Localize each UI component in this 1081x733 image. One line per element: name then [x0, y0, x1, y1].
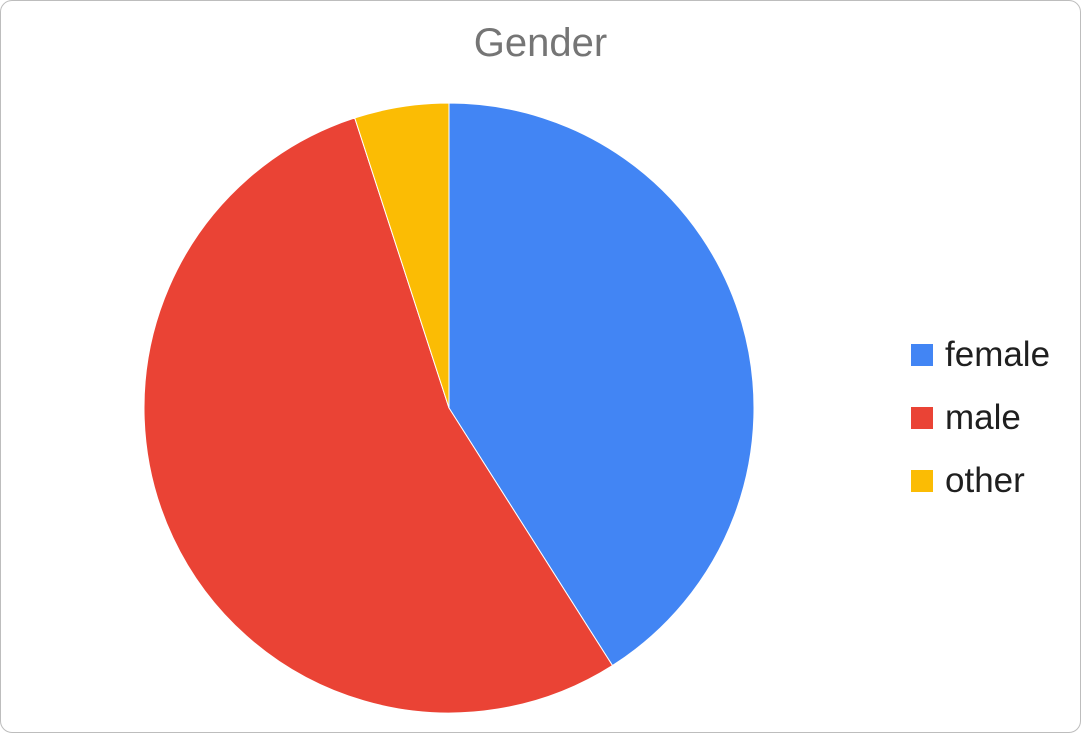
legend-item-female: female: [911, 323, 1050, 386]
legend-swatch: [911, 469, 933, 492]
pie-slice-male: [143, 117, 614, 714]
legend-item-male: male: [911, 386, 1050, 449]
legend: female male other: [911, 323, 1050, 512]
legend-swatch: [911, 343, 933, 366]
legend-label: male: [945, 398, 1021, 437]
chart-title: Gender: [473, 21, 608, 65]
pie-slice-female: [448, 102, 755, 667]
legend-item-other: other: [911, 449, 1050, 512]
pie-slice-other: [354, 102, 450, 409]
legend-label: female: [945, 335, 1051, 374]
legend-label: other: [945, 461, 1025, 500]
legend-swatch: [911, 406, 933, 429]
